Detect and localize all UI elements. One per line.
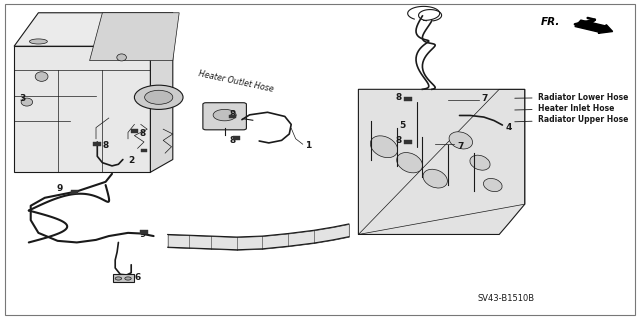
Circle shape [115,277,122,280]
Circle shape [125,277,131,280]
Ellipse shape [470,155,490,170]
Text: 8: 8 [396,93,402,102]
Text: 6: 6 [134,273,141,282]
Text: 1: 1 [305,141,311,150]
Bar [131,129,138,133]
Ellipse shape [449,132,472,149]
Ellipse shape [116,54,127,61]
Text: 4: 4 [506,123,512,132]
Bar [141,149,147,152]
Ellipse shape [483,178,502,192]
Polygon shape [150,13,173,172]
Text: 8: 8 [396,137,402,145]
Text: Radiator Upper Hose: Radiator Upper Hose [515,115,628,124]
Bar [229,115,236,118]
Ellipse shape [29,39,47,44]
Polygon shape [90,13,179,61]
FancyBboxPatch shape [113,274,134,282]
Bar [404,97,412,101]
Ellipse shape [35,72,48,81]
Text: 9: 9 [140,230,146,239]
FancyBboxPatch shape [203,103,246,130]
Text: FR.: FR. [541,17,561,27]
Ellipse shape [423,169,447,188]
FancyArrow shape [575,20,612,33]
Text: 5: 5 [399,121,406,130]
Bar [70,190,78,194]
Text: 8: 8 [229,110,236,119]
Ellipse shape [397,152,422,173]
Text: 8: 8 [140,130,146,138]
Bar [93,142,101,146]
Polygon shape [14,13,173,46]
Text: 7: 7 [481,94,488,103]
Polygon shape [358,89,525,234]
Text: Heater Inlet Hose: Heater Inlet Hose [515,104,614,113]
Circle shape [213,109,236,121]
Text: 8: 8 [102,141,109,150]
Text: SV43-B1510B: SV43-B1510B [477,294,534,303]
Bar [141,230,147,234]
Circle shape [134,85,183,109]
Text: Heater Outlet Hose: Heater Outlet Hose [197,69,274,94]
Ellipse shape [371,136,397,158]
Circle shape [145,90,173,104]
Text: 8: 8 [229,136,236,145]
Ellipse shape [21,98,33,106]
Text: 2: 2 [128,156,134,165]
Bar [404,140,412,144]
Bar [234,136,241,140]
Polygon shape [14,46,150,172]
Text: Radiator Lower Hose: Radiator Lower Hose [515,93,628,102]
Text: 3: 3 [19,94,26,103]
Text: 7: 7 [457,142,463,151]
Text: 9: 9 [56,184,63,193]
